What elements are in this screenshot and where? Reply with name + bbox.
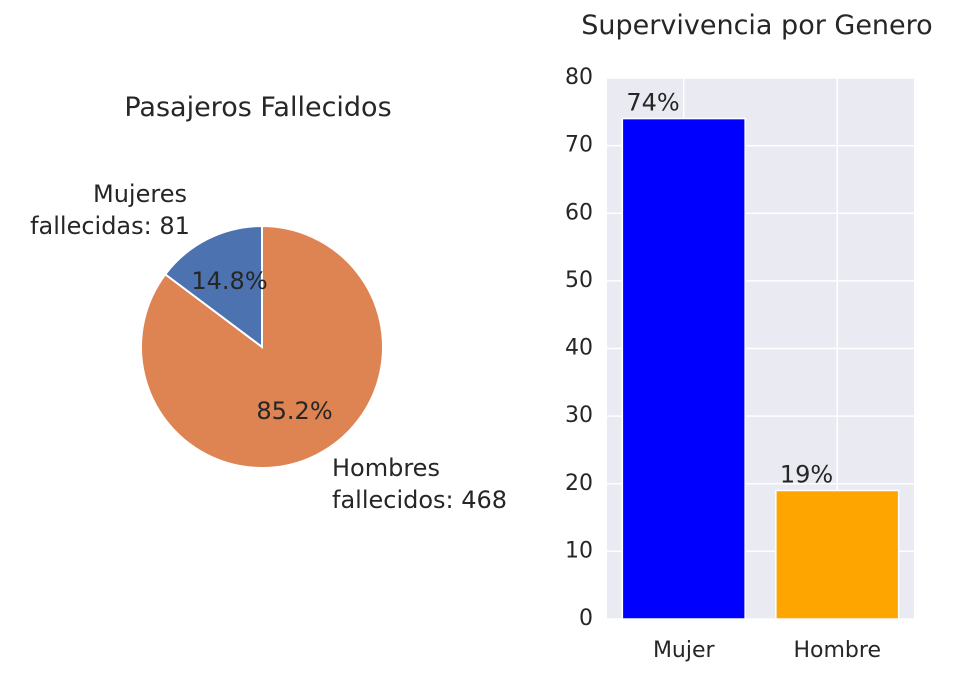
pie-slices (140, 224, 384, 469)
bar-data-label: 74% (626, 89, 679, 117)
y-tick-label: 60 (565, 200, 593, 225)
y-tick-label: 70 (565, 133, 593, 158)
pie-pct-label-hombres: 85.2% (256, 397, 332, 425)
pie-title: Pasajeros Fallecidos (124, 92, 391, 123)
pie-label-mujeres-line2: fallecidas: 81 (30, 212, 190, 240)
x-tick-label: Hombre (794, 638, 882, 663)
bar-series (621, 117, 900, 620)
bar-data-labels: 74% 19% (626, 89, 833, 489)
pie-slice-1 (140, 224, 384, 469)
y-tick-label: 10 (565, 538, 593, 563)
y-tick-label: 20 (565, 471, 593, 496)
bar-data-label: 19% (780, 461, 833, 489)
bar-x-ticks: Mujer Hombre (653, 638, 881, 663)
y-tick-label: 30 (565, 403, 593, 428)
pie-label-mujeres-line1: Mujeres (93, 180, 187, 208)
pie-label-hombres-line2: fallecidos: 468 (332, 486, 507, 514)
y-tick-label: 0 (579, 606, 593, 631)
y-tick-label: 40 (565, 336, 593, 361)
bar-mujer (621, 117, 746, 620)
y-tick-label: 50 (565, 268, 593, 293)
bar-hombre (775, 489, 900, 620)
x-tick-label: Mujer (653, 638, 716, 663)
bar-y-ticks: 0 10 20 30 40 50 60 70 80 (565, 65, 593, 631)
y-tick-label: 80 (565, 65, 593, 90)
pie-pct-label-mujeres: 14.8% (191, 267, 267, 295)
pie-label-hombres-line1: Hombres (332, 454, 440, 482)
pie-slice-0 (163, 224, 263, 350)
bar-title: Supervivencia por Genero (581, 10, 932, 41)
